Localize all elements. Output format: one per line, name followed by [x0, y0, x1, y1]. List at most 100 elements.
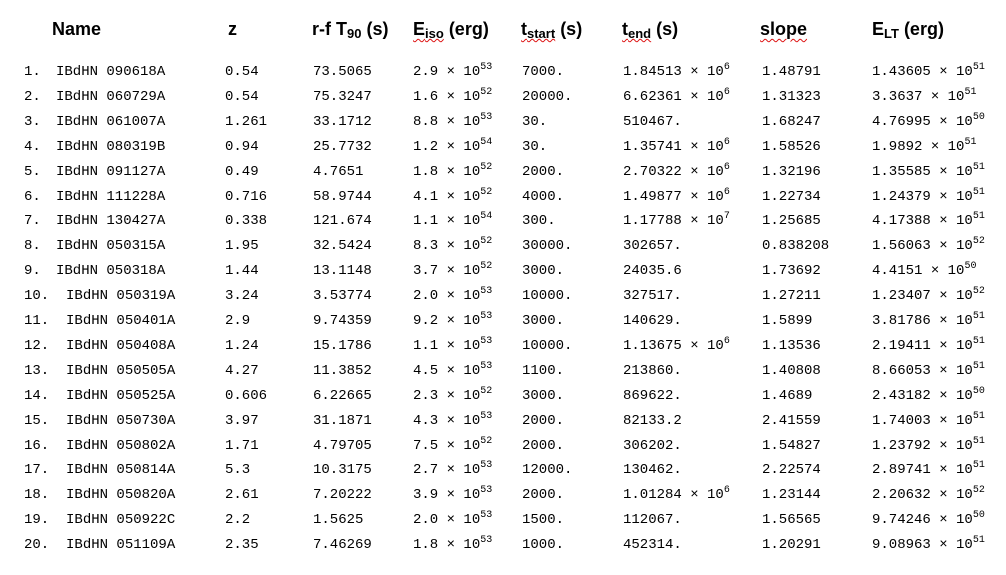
table-row: 2. IBdHN 060729A 0.54 75.3247 1.6 × 1052 2000… [0, 87, 1006, 111]
elt-value: 1.56063 × 1052 [872, 236, 985, 256]
t90-value: 73.5065 [313, 62, 372, 82]
eiso-exponent: 53 [480, 286, 493, 298]
burst-name: IBdHN 050408A [66, 337, 176, 354]
eiso-value: 1.6 × 1052 [413, 87, 492, 107]
tend-value: 140629. [623, 311, 682, 331]
elt-mantissa: 4.4151 [872, 263, 923, 280]
tend-mantissa: 6.62361 [623, 88, 682, 105]
elt-exponent: 50 [964, 261, 977, 273]
tend-exponent: 6 [723, 186, 730, 198]
t90-text: 15.1786 [313, 337, 372, 354]
header-tend: tend (s) [622, 19, 679, 41]
eiso-mantissa: 2.7 [413, 462, 439, 479]
tstart-text: 30000. [522, 238, 573, 255]
t90-value: 11.3852 [313, 361, 372, 381]
row-index-and-name: 1. IBdHN 090618A [24, 62, 165, 82]
row-index: 3. [24, 113, 41, 130]
tend-exponent: 6 [723, 136, 730, 148]
row-index-and-name: 17. IBdHN 050814A [24, 460, 175, 480]
slope-value: 1.27211 [762, 286, 821, 306]
burst-name: IBdHN 051109A [66, 537, 176, 554]
elt-mantissa: 1.56063 [872, 238, 931, 255]
times-ten: × 10 [681, 64, 724, 80]
tstart-value: 300. [522, 211, 556, 231]
times-ten: × 10 [438, 88, 481, 105]
burst-name: IBdHN 050922C [66, 512, 176, 529]
eiso-value: 1.8 × 1053 [413, 535, 492, 555]
row-index: 9. [24, 263, 41, 280]
row-index-and-name: 4. IBdHN 080319B [24, 137, 165, 157]
burst-name: IBdHN 060729A [56, 88, 166, 105]
t90-text: 9.74359 [313, 313, 372, 329]
tend-value: 24035.6 [623, 261, 682, 281]
elt-exponent: 51 [972, 311, 985, 322]
slope-text: 1.22734 [762, 188, 821, 205]
z-value: 0.606 [225, 386, 267, 406]
tstart-value: 10000. [522, 336, 572, 356]
elt-mantissa: 2.43182 [872, 387, 931, 404]
slope-text: 1.32196 [762, 163, 821, 180]
tstart-text: 2000. [522, 437, 565, 454]
z-value: 2.9 [225, 311, 250, 331]
slope-text: 2.41559 [762, 412, 821, 429]
z-value: 3.24 [225, 286, 259, 306]
times-ten: × 10 [438, 512, 481, 529]
t90-text: 58.9744 [313, 188, 372, 205]
tstart-value: 10000. [522, 286, 572, 306]
tstart-text: 1500. [522, 512, 565, 529]
eiso-exponent: 53 [480, 311, 493, 322]
tend-value: 1.01284 × 106 [623, 485, 730, 505]
times-ten: × 10 [930, 462, 973, 479]
slope-text: 1.23144 [762, 487, 821, 504]
eiso-mantissa: 4.5 [413, 362, 439, 379]
t90-text: 4.7651 [313, 163, 364, 180]
elt-mantissa: 1.9892 [872, 138, 923, 155]
t90-value: 15.1786 [313, 336, 372, 356]
burst-name: IBdHN 050505A [66, 362, 176, 379]
eiso-exponent: 53 [480, 62, 493, 73]
row-index: 15. [24, 412, 50, 429]
elt-value: 1.23792 × 1051 [872, 436, 985, 456]
t90-text: 25.7732 [313, 138, 372, 155]
t90-text: 31.1871 [313, 412, 372, 429]
t90-value: 33.1712 [313, 112, 372, 132]
tend-mantissa: 112067. [623, 512, 682, 529]
row-index-and-name: 15. IBdHN 050730A [24, 411, 175, 431]
elt-mantissa: 1.23792 [872, 437, 931, 454]
eiso-value: 4.3 × 1053 [413, 411, 492, 431]
table-row: 13. IBdHN 050505A 4.27 11.3852 4.5 × 1053 110… [0, 361, 1006, 385]
times-ten: × 10 [930, 188, 973, 205]
tend-mantissa: 510467. [623, 113, 682, 130]
row-index: 12. [24, 337, 50, 354]
t90-value: 4.7651 [313, 162, 363, 182]
t90-value: 6.22665 [313, 386, 372, 406]
elt-mantissa: 2.20632 [872, 487, 931, 504]
tend-value: 112067. [623, 510, 682, 530]
elt-exponent: 50 [972, 111, 985, 123]
tend-value: 1.35741 × 106 [623, 137, 730, 157]
z-text: 0.49 [225, 163, 259, 180]
eiso-exponent: 53 [480, 535, 493, 547]
z-value: 0.338 [225, 211, 267, 231]
header-name: Name [52, 19, 102, 39]
tend-mantissa: 302657. [623, 238, 682, 255]
slope-text: 1.13536 [762, 337, 821, 354]
eiso-mantissa: 1.6 [413, 88, 439, 105]
row-index-and-name: 19. IBdHN 050922C [24, 510, 175, 530]
table-row: 16. IBdHN 050802A 1.71 4.79705 7.5 × 1052 200… [0, 436, 1006, 460]
times-ten: × 10 [438, 437, 481, 454]
tstart-value: 7000. [522, 62, 564, 82]
eiso-value: 1.2 × 1054 [413, 137, 492, 157]
times-ten: × 10 [922, 138, 965, 155]
slope-text: 1.4689 [762, 387, 813, 404]
times-ten: × 10 [930, 238, 973, 255]
tend-exponent: 6 [723, 86, 730, 98]
tend-value: 213860. [623, 361, 682, 381]
eiso-value: 9.2 × 1053 [413, 311, 492, 331]
z-value: 0.54 [225, 87, 259, 107]
times-ten: × 10 [438, 213, 481, 230]
slope-value: 1.68247 [762, 112, 821, 132]
z-text: 0.94 [225, 138, 259, 155]
elt-mantissa: 1.24379 [872, 188, 931, 205]
